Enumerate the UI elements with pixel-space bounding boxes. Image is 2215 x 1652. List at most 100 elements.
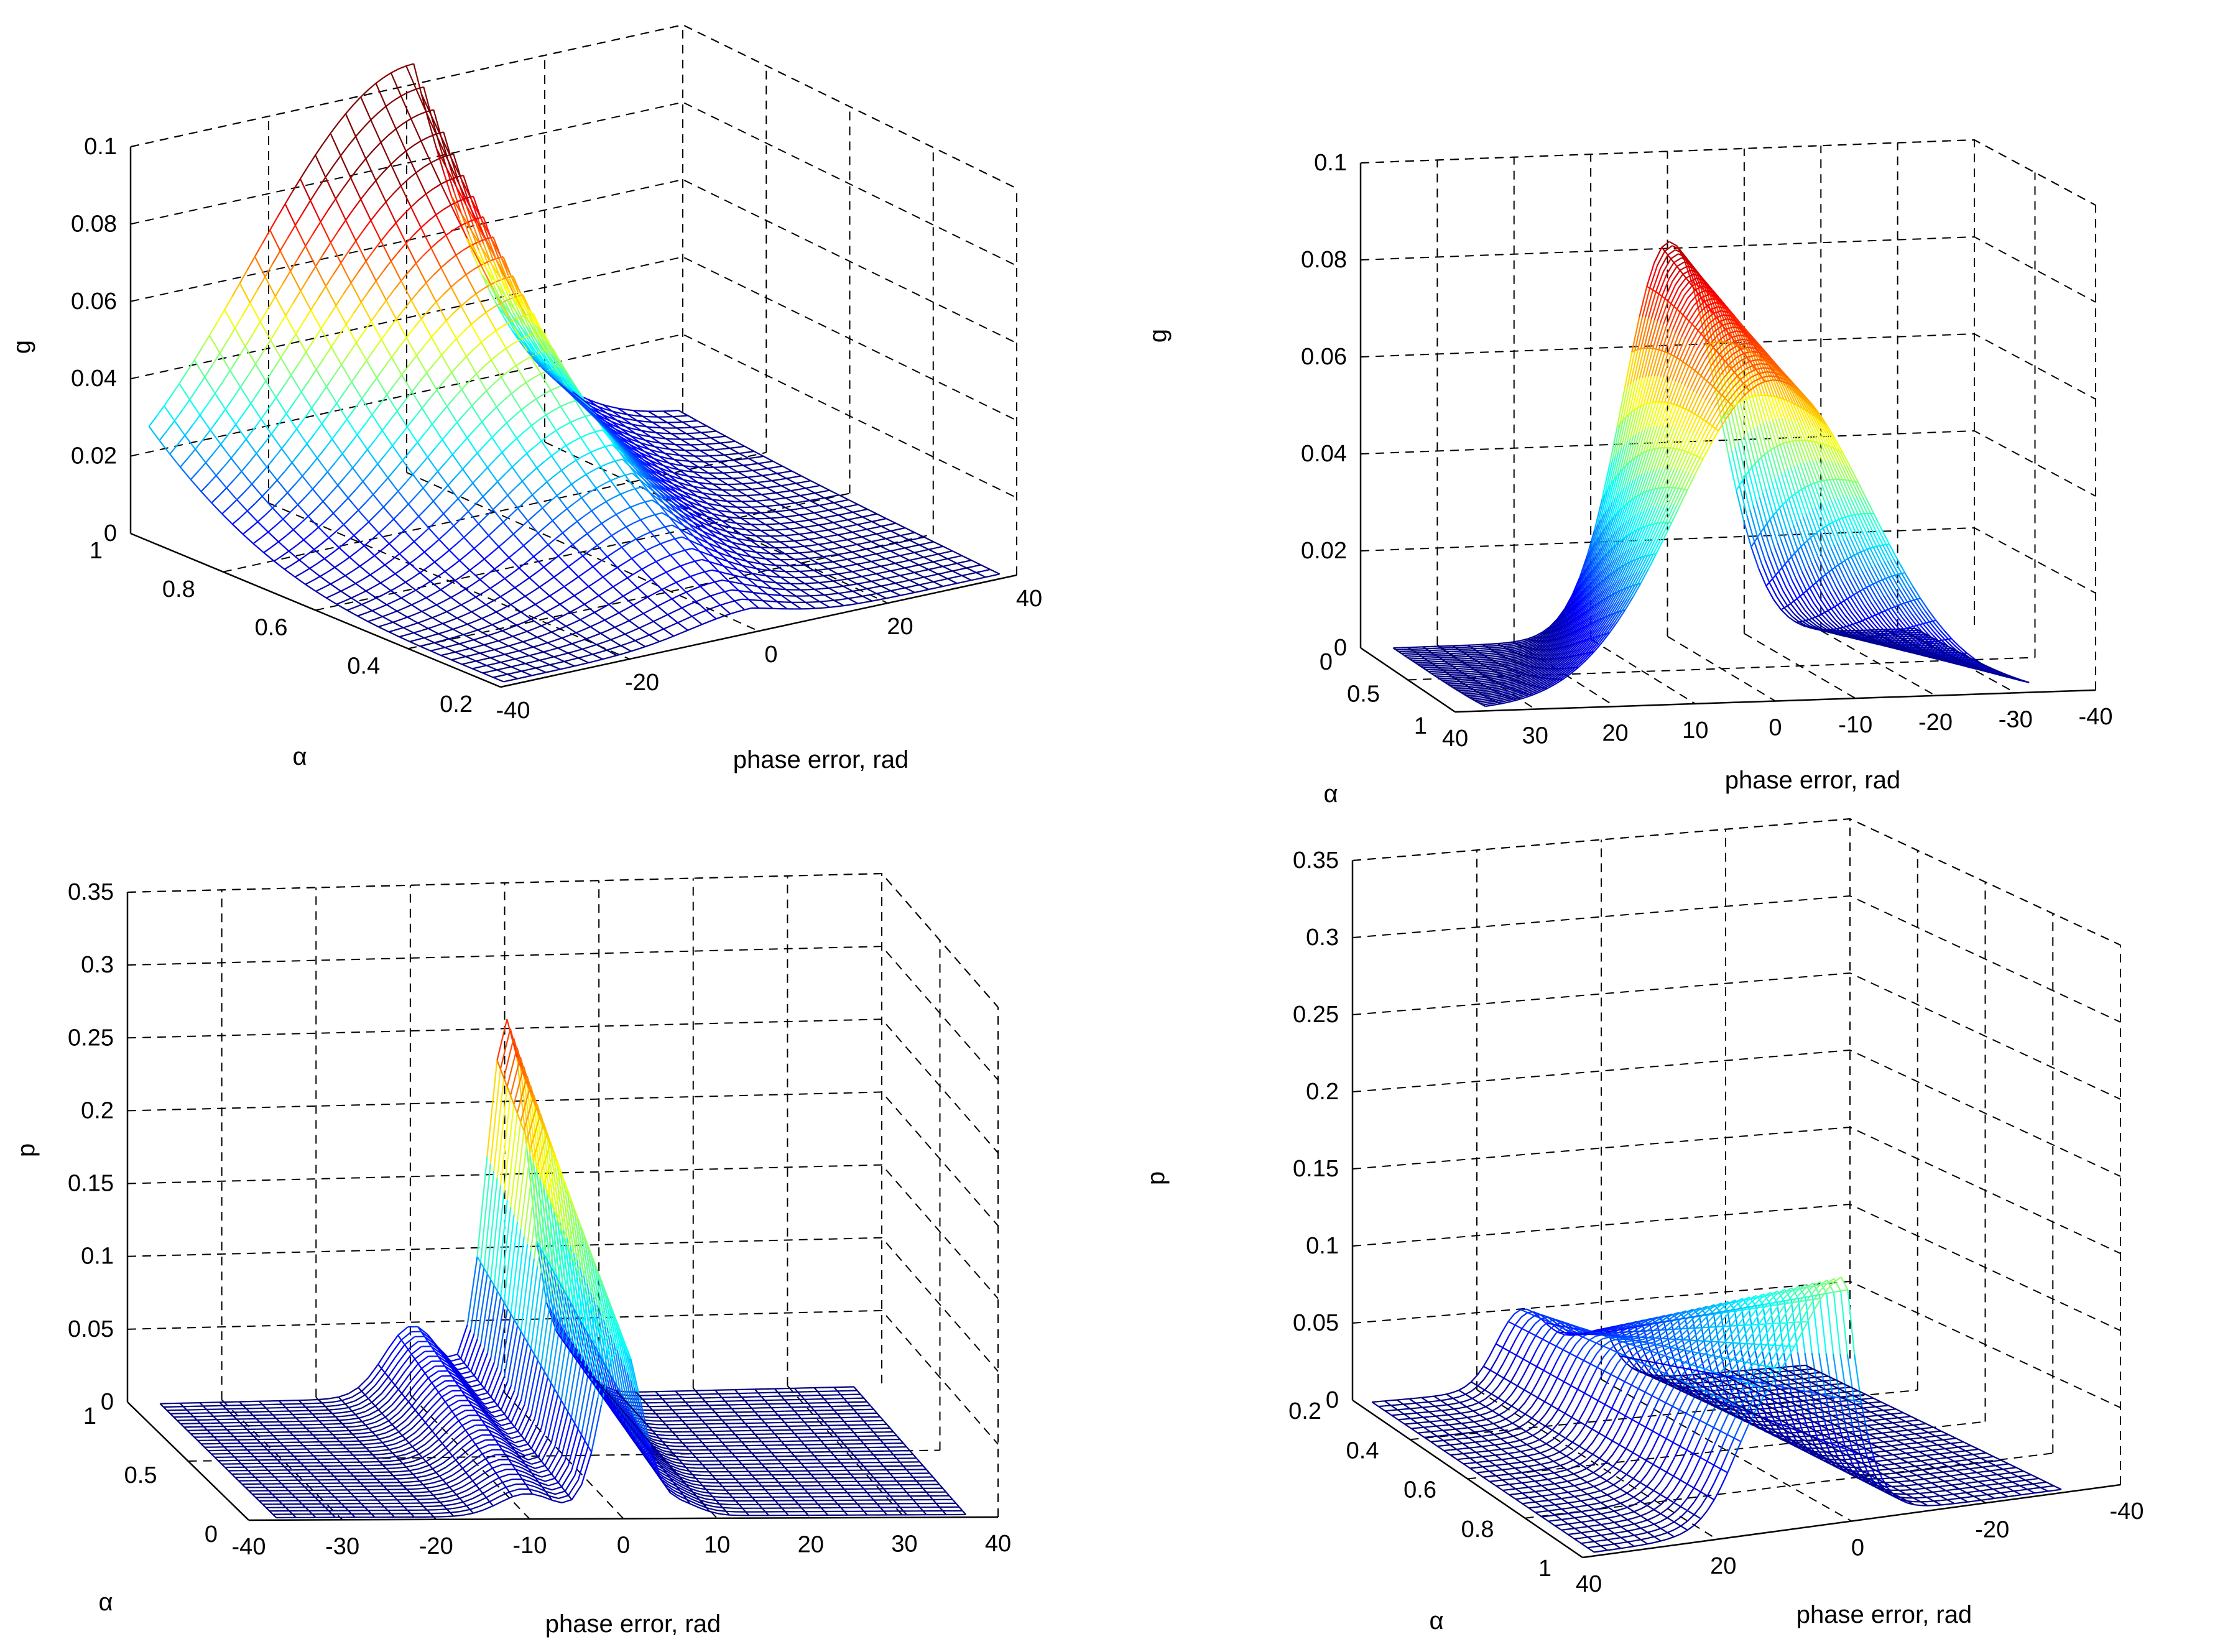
mesh-segment [905, 527, 915, 533]
mesh-segment [365, 590, 377, 599]
mesh-segment [575, 632, 587, 640]
mesh-segment [1494, 650, 1502, 652]
surface-mesh [1392, 241, 2030, 708]
mesh-segment [943, 584, 951, 588]
mesh-segment [1762, 422, 1772, 450]
mesh-segment [383, 589, 392, 596]
mesh-segment [840, 519, 848, 522]
mesh-segment [861, 576, 872, 582]
mesh-segment [1503, 645, 1511, 648]
mesh-segment [497, 474, 506, 482]
mesh-segment [480, 264, 492, 285]
mesh-segment [770, 499, 781, 505]
mesh-segment [420, 318, 432, 338]
mesh-segment [1857, 608, 1867, 620]
mesh-segment [823, 535, 831, 538]
mesh-segment [522, 641, 534, 648]
mesh-segment [1577, 568, 1586, 589]
mesh-segment [164, 405, 175, 422]
mesh-segment [458, 356, 467, 365]
mesh-segment [399, 427, 408, 437]
mesh-segment [596, 545, 608, 558]
mesh-segment [478, 523, 489, 537]
mesh-segment [1734, 447, 1744, 481]
mesh-segment [544, 631, 552, 635]
mesh-segment [315, 591, 327, 599]
mesh-segment [435, 209, 444, 216]
mesh-segment [598, 501, 607, 507]
mesh-segment [656, 628, 664, 633]
mesh-segment [888, 522, 896, 526]
mesh-segment [405, 150, 417, 173]
mesh-segment [828, 509, 839, 516]
mesh-segment [590, 448, 598, 453]
mesh-segment [547, 544, 559, 556]
mesh-segment [1459, 660, 1468, 662]
mesh-segment [330, 346, 343, 366]
mesh-segment [871, 579, 879, 583]
mesh-segment [422, 581, 431, 587]
mesh-segment [458, 274, 466, 282]
mesh-segment [448, 636, 456, 640]
mesh-segment [555, 374, 566, 387]
mesh-segment [320, 210, 329, 223]
mesh-segment [719, 442, 730, 449]
floor-gridline [315, 492, 850, 611]
mesh-segment [627, 577, 638, 589]
mesh-segment [649, 459, 659, 468]
mesh-segment [524, 591, 533, 597]
mesh-segment [1544, 634, 1553, 642]
mesh-segment [847, 557, 855, 560]
mesh-segment [543, 561, 552, 568]
mesh-segment [806, 550, 814, 553]
mesh-segment [326, 375, 335, 387]
mesh-segment [277, 315, 287, 328]
mesh-segment [680, 565, 691, 577]
mesh-segment [216, 309, 226, 323]
mesh-segment [307, 154, 317, 167]
mesh-segment [488, 528, 497, 537]
mesh-segment [391, 251, 399, 262]
mesh-segment [433, 354, 442, 364]
mesh-segment [852, 570, 860, 573]
mesh-segment [1823, 551, 1833, 570]
mesh-segment [409, 441, 418, 452]
mesh-segment [583, 625, 591, 631]
mesh-segment [244, 346, 256, 365]
mesh-segment [563, 422, 571, 427]
mesh-segment [1810, 605, 1820, 616]
mesh-segment [455, 468, 463, 478]
mesh-segment [492, 675, 501, 678]
mesh-segment [885, 556, 893, 560]
mesh-segment [697, 496, 708, 504]
mesh-segment [303, 533, 312, 541]
mesh-segment [947, 558, 958, 565]
mesh-segment [813, 532, 824, 538]
mesh-segment [727, 484, 738, 491]
mesh-segment [1400, 647, 1408, 648]
mesh-segment [317, 558, 325, 565]
mesh-segment [383, 261, 392, 272]
mesh-segment [819, 504, 830, 511]
mesh-segment [455, 249, 464, 256]
mesh-segment [640, 410, 649, 412]
mesh-segment [1625, 435, 1634, 466]
mesh-segment [387, 222, 397, 233]
mesh-segment [519, 567, 530, 578]
mesh-segment [494, 452, 503, 461]
mesh-segment [643, 609, 651, 614]
mesh-segment [1451, 648, 1459, 650]
mesh-segment [654, 514, 666, 528]
mesh-segment [1657, 251, 1666, 266]
mesh-segment [514, 582, 523, 589]
mesh-segment [614, 460, 626, 476]
mesh-segment [428, 604, 437, 609]
mesh-segment [789, 547, 800, 554]
mesh-segment [560, 652, 568, 656]
mesh-segment [668, 462, 679, 471]
mesh-segment [178, 383, 190, 400]
mesh-segment [832, 561, 843, 568]
mesh-segment [1768, 485, 1777, 512]
mesh-segment [731, 453, 739, 455]
mesh-segment [668, 516, 680, 530]
